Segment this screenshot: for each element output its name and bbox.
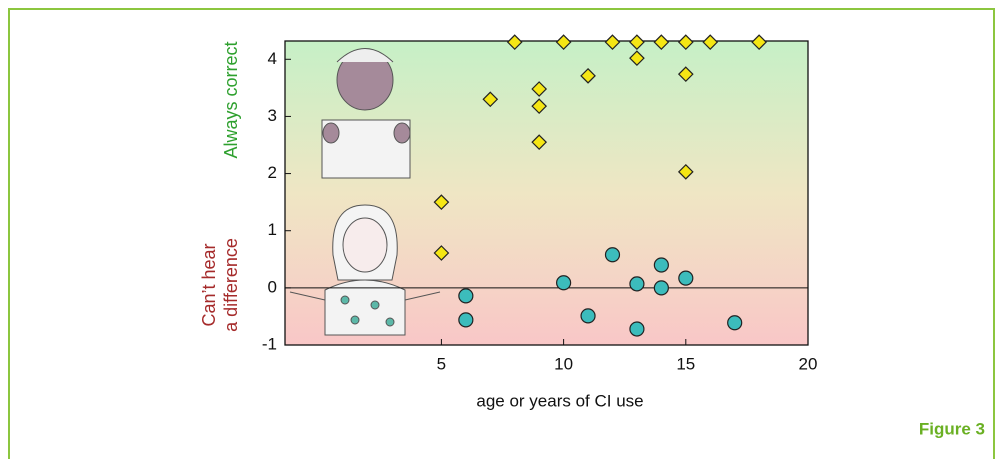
x-tick-label: 10	[554, 354, 573, 373]
diamond-point	[629, 50, 645, 66]
diamond-point	[482, 91, 499, 108]
diamond-point	[677, 164, 694, 180]
diamond-point	[604, 34, 621, 50]
y-tick-label: 3	[268, 106, 277, 125]
x-axis-label: age or years of CI use	[476, 391, 643, 410]
circle-point	[604, 247, 621, 263]
y-label-top: Always correct	[221, 41, 241, 158]
circle-point	[653, 257, 669, 273]
y-tick-label: 2	[268, 163, 277, 182]
illustration-unsure	[289, 204, 441, 336]
circle-point	[556, 275, 572, 291]
diamond-point	[555, 34, 572, 50]
x-tick-label: 15	[676, 354, 695, 373]
circle-point	[727, 315, 743, 331]
plot-frame	[284, 40, 809, 346]
diamond-point	[531, 81, 548, 97]
circle-point	[458, 288, 474, 304]
diamond-point	[677, 34, 694, 50]
x-tick-label: 5	[437, 354, 446, 373]
diamond-point	[433, 245, 450, 261]
circle-point	[629, 276, 645, 292]
diamond-point	[702, 34, 719, 50]
circle-point	[458, 312, 474, 328]
circle-point	[580, 308, 596, 324]
diamond-point	[580, 68, 596, 84]
circle-point	[653, 280, 669, 296]
figure-label: Figure 3	[919, 419, 985, 438]
y-label-bottom: a difference	[221, 238, 241, 332]
diamond-point	[629, 34, 645, 50]
diamond-point	[531, 134, 548, 150]
x-tick-label: 20	[799, 354, 818, 373]
illustration-happy	[321, 48, 411, 179]
y-tick-label: -1	[262, 334, 277, 353]
y-label-bottom: Can’t hear	[199, 243, 219, 326]
circle-point	[629, 321, 645, 337]
y-tick-label: 1	[268, 220, 277, 239]
diamond-point	[433, 194, 450, 210]
diamond-point	[506, 34, 523, 50]
y-tick-label: 0	[268, 277, 277, 296]
y-tick-label: 4	[268, 49, 277, 68]
diamond-point	[653, 34, 670, 50]
diamond-point	[751, 34, 767, 50]
circle-point	[678, 270, 694, 286]
diamond-point	[531, 98, 548, 114]
diamond-point	[677, 66, 694, 82]
figure-frame	[8, 8, 995, 459]
